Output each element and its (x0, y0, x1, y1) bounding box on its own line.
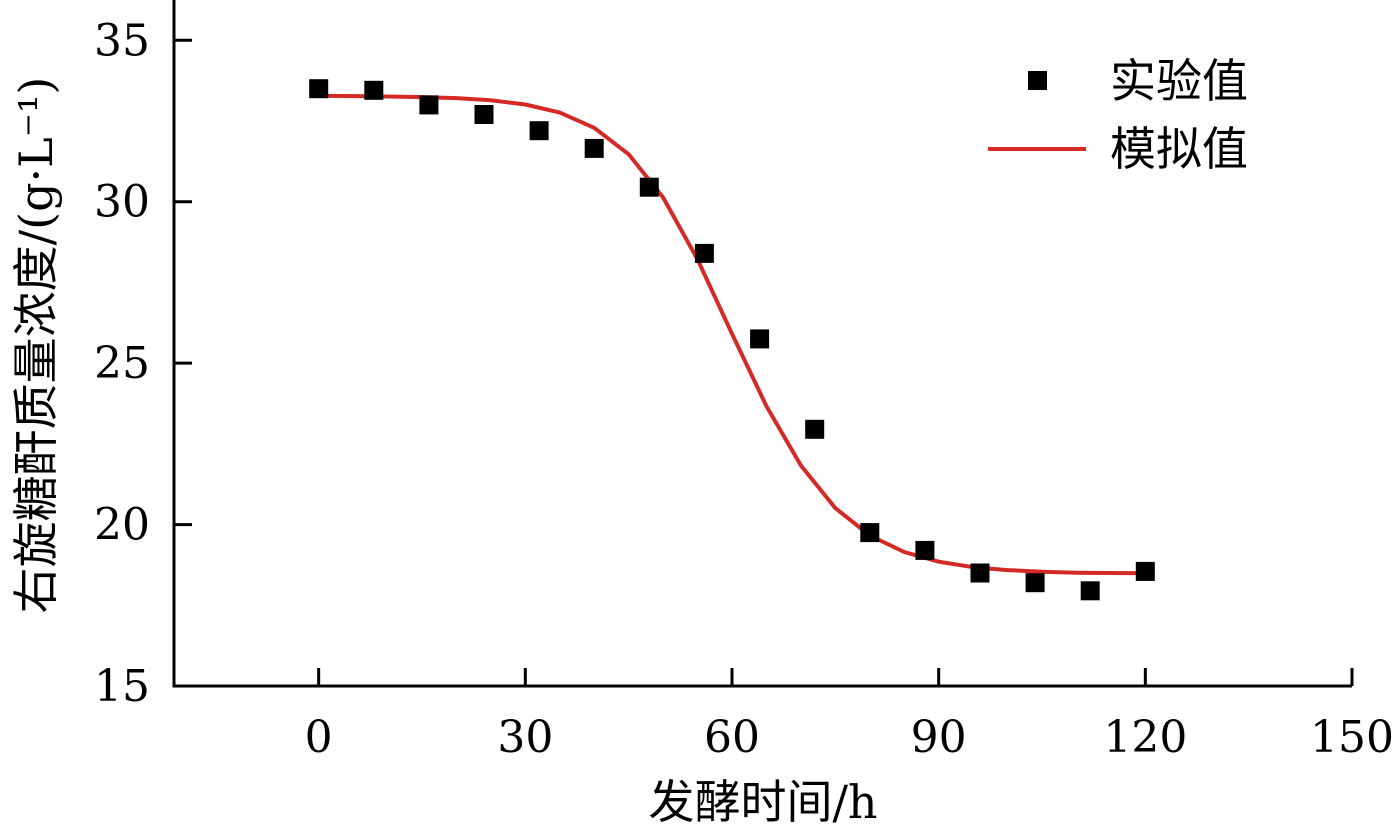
axes (172, 0, 1352, 688)
x-tick-label: 0 (305, 712, 333, 763)
experimental-point (805, 419, 825, 439)
x-tick-label: 90 (911, 712, 967, 763)
experimental-point (915, 540, 935, 560)
simulated-curve (316, 93, 1148, 576)
experimental-point (694, 243, 714, 263)
experimental-point (1135, 561, 1155, 581)
experimental-point (750, 329, 770, 349)
x-ticks: 0 30 60 90 120 150 (305, 668, 1394, 763)
x-tick-label: 60 (704, 712, 760, 763)
experimental-point (309, 79, 329, 99)
x-tick-label: 120 (1103, 712, 1187, 763)
experimental-point (970, 563, 990, 583)
experimental-point (860, 523, 880, 543)
y-tick-label: 30 (94, 177, 150, 228)
experimental-point (1025, 573, 1045, 593)
y-ticks: 15 20 25 30 35 (94, 15, 192, 712)
experimental-point (529, 121, 549, 141)
experimental-series (309, 79, 1155, 601)
experimental-point (639, 177, 659, 197)
x-tick-label: 30 (497, 712, 553, 763)
x-axis-title: 发酵时间/h (648, 775, 877, 829)
experimental-point (364, 80, 384, 100)
experimental-point (474, 105, 494, 124)
legend: 实验值 模拟值 (988, 54, 1248, 176)
legend-label-experimental: 实验值 (1110, 54, 1248, 108)
legend-label-simulated: 模拟值 (1110, 122, 1248, 176)
y-tick-label: 35 (94, 15, 150, 66)
experimental-point (1080, 581, 1100, 601)
experimental-point (419, 95, 439, 115)
x-tick-label: 150 (1310, 712, 1394, 763)
simulated-series (316, 93, 1148, 576)
y-axis-title: 右旋糖酐质量浓度/(g·L⁻¹) (9, 77, 63, 614)
experimental-point (584, 138, 604, 158)
legend-marker-experimental (1028, 71, 1047, 90)
y-tick-label: 15 (94, 661, 150, 712)
y-tick-label: 25 (94, 338, 150, 389)
y-tick-label: 20 (94, 500, 150, 551)
